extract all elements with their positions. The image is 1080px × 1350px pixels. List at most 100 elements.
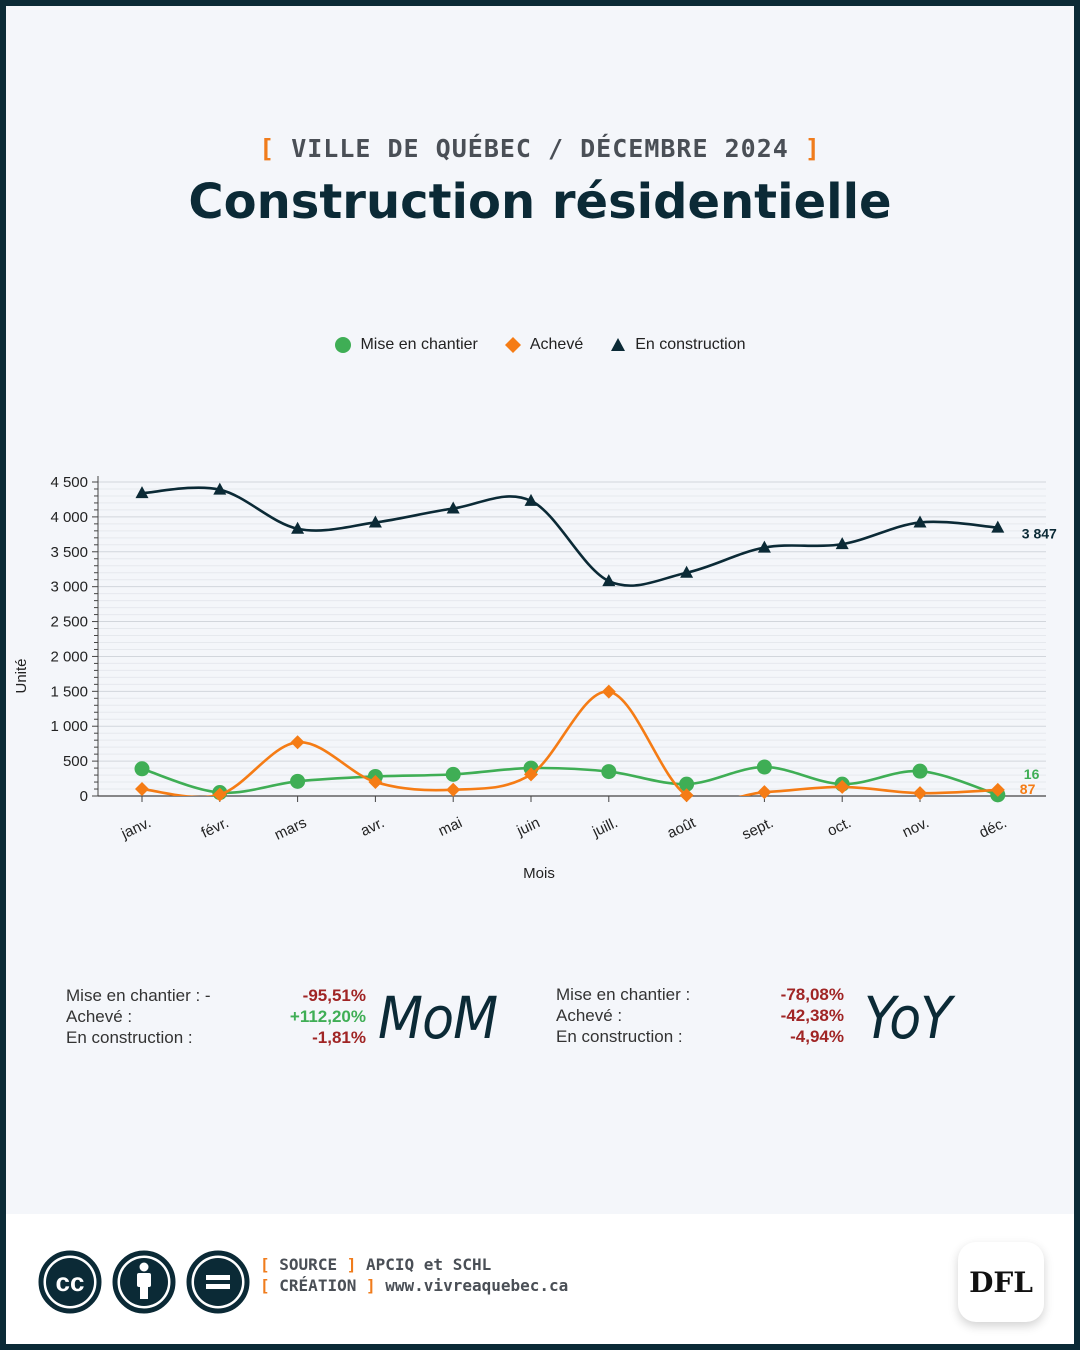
line-chart: 0 500 1 000 1 500 2 000 2 500 3 000 3 500 4 000 4…	[13, 474, 1057, 882]
x-tick-label: janv.	[118, 814, 154, 843]
footer: cc [ SOURCE ] APCIQ et SCHL [ CRÉATION	[6, 1214, 1074, 1344]
kicker-open-bracket: [	[259, 134, 276, 163]
x-axis-title: Mois	[523, 865, 555, 882]
legend-item-en-construction[interactable]: En construction	[609, 336, 746, 354]
yoy-row: Mise en chantier : -78,08%	[556, 985, 844, 1006]
y-tick-label: 500	[63, 753, 88, 770]
stat-value: -4,94%	[790, 1027, 844, 1046]
data-point	[213, 482, 227, 495]
stat-value: -1,81%	[312, 1028, 366, 1047]
data-point	[913, 786, 927, 801]
series-triangle: 3 847	[135, 482, 1057, 587]
kicker-close-bracket: ]	[804, 134, 821, 163]
data-point	[990, 782, 1005, 797]
mom-big-label: MoM	[378, 984, 498, 1052]
circle-marker-icon	[335, 337, 352, 353]
legend-item-acheve[interactable]: Achevé	[504, 336, 583, 354]
y-tick-label: 2 000	[50, 648, 88, 665]
no-derivatives-icon[interactable]	[186, 1250, 250, 1314]
x-tick-label: juin	[513, 814, 542, 840]
stat-label: Achevé :	[556, 1006, 623, 1025]
mom-row: Mise en chantier : - -95,51%	[66, 986, 366, 1007]
dfl-logo[interactable]: DFL	[958, 1242, 1044, 1322]
yoy-stats: Mise en chantier : -78,08% Achevé : -42,…	[556, 985, 844, 1048]
data-point	[445, 766, 461, 782]
x-tick-label: mai	[436, 814, 465, 840]
stat-value: +112,20%	[289, 1007, 366, 1026]
x-tick-label: oct.	[825, 814, 854, 840]
data-point	[601, 684, 616, 699]
attribution-icon[interactable]	[112, 1250, 176, 1314]
data-point	[290, 773, 306, 789]
triangle-marker-icon	[611, 338, 626, 351]
y-axis-title: Unité	[13, 658, 30, 693]
cc-text: cc	[56, 1267, 85, 1297]
bracket: ]	[365, 1276, 376, 1295]
x-tick-label: sept.	[739, 814, 776, 843]
legend-item-mise-en-chantier[interactable]: Mise en chantier	[334, 336, 478, 354]
series-line	[141, 765, 999, 796]
yoy-big-label: YoY	[864, 984, 952, 1052]
credits: [ SOURCE ] APCIQ et SCHL [ CRÉATION ] ww…	[260, 1254, 568, 1296]
creation-link[interactable]: www.vivreaquebec.ca	[385, 1276, 569, 1295]
x-tick-label: juill.	[589, 814, 621, 841]
data-point	[913, 515, 927, 528]
data-point	[524, 767, 538, 782]
data-point	[135, 782, 149, 797]
stat-label: Mise en chantier :	[556, 985, 691, 1004]
data-point	[680, 565, 694, 578]
legend-label: En construction	[635, 336, 746, 353]
series-line	[141, 486, 998, 587]
bracket: [	[260, 1255, 270, 1274]
mom-row: Achevé : +112,20%	[66, 1007, 366, 1028]
stat-label: En construction :	[556, 1027, 683, 1046]
x-tick-label: avr.	[358, 814, 387, 840]
source-value: APCIQ et SCHL	[366, 1255, 492, 1274]
data-point	[368, 775, 383, 790]
bracket: [	[260, 1276, 270, 1295]
mom-row: En construction : -1,81%	[66, 1028, 366, 1049]
stat-value: -95,51%	[302, 986, 366, 1005]
yoy-row: Achevé : -42,38%	[556, 1006, 844, 1027]
data-point	[602, 574, 616, 587]
kicker-heading: [ VILLE DE QUÉBEC / DÉCEMBRE 2024 ]	[6, 134, 1074, 163]
stat-label: Mise en chantier : -	[66, 986, 211, 1005]
data-point	[912, 763, 928, 779]
legend-label: Mise en chantier	[360, 336, 478, 353]
stat-label: Achevé :	[66, 1007, 133, 1026]
data-point	[291, 521, 305, 534]
end-value-label: 87	[1020, 781, 1036, 797]
y-tick-label: 3 000	[50, 579, 88, 596]
source-line: [ SOURCE ] APCIQ et SCHL	[260, 1254, 568, 1275]
data-point	[757, 785, 772, 800]
creation-key: CRÉATION	[279, 1276, 357, 1295]
data-point	[524, 493, 538, 506]
data-point	[679, 776, 695, 792]
data-point	[446, 782, 461, 797]
data-point	[757, 540, 771, 553]
source-key: SOURCE	[279, 1255, 338, 1274]
x-tick-label: mars	[272, 814, 309, 843]
data-point	[601, 764, 617, 780]
kicker-text: VILLE DE QUÉBEC / DÉCEMBRE 2024	[291, 134, 789, 163]
bracket: ]	[346, 1255, 357, 1274]
data-point	[290, 735, 305, 750]
end-value-label: 16	[1024, 766, 1040, 782]
data-point	[679, 788, 694, 803]
y-tick-label: 0	[80, 788, 88, 805]
stat-value: -78,08%	[780, 985, 844, 1004]
data-point	[835, 779, 850, 794]
creative-commons-icon[interactable]: cc	[38, 1250, 102, 1314]
x-tick-label: août	[665, 814, 699, 842]
data-point	[212, 787, 227, 802]
creation-line: [ CRÉATION ] www.vivreaquebec.ca	[260, 1275, 568, 1296]
data-point	[835, 537, 849, 550]
infographic-frame: [ VILLE DE QUÉBEC / DÉCEMBRE 2024 ] Cons…	[6, 6, 1074, 1344]
x-tick-label: déc.	[977, 814, 1010, 841]
stat-label: En construction :	[66, 1028, 193, 1047]
diamond-marker-icon	[504, 337, 521, 353]
end-value-label: 3 847	[1022, 526, 1057, 542]
x-tick-label: nov.	[900, 814, 932, 841]
y-tick-label: 2 500	[50, 614, 88, 631]
data-point	[134, 761, 150, 777]
